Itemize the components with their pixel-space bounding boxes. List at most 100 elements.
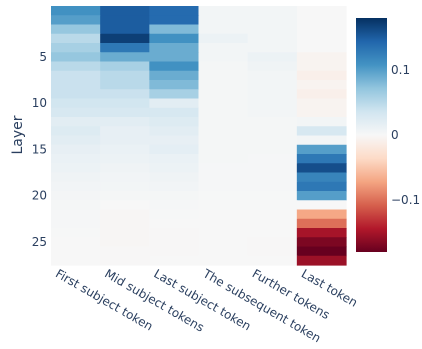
heatmap-cell bbox=[100, 24, 150, 35]
heatmap-cell bbox=[296, 52, 347, 63]
heatmap-cell bbox=[100, 191, 150, 201]
heatmap-cell bbox=[247, 117, 298, 127]
heatmap-cell bbox=[100, 33, 150, 44]
y-tick-label: 10 bbox=[32, 96, 47, 110]
heatmap-cell bbox=[100, 52, 150, 63]
heatmap-cell bbox=[149, 117, 200, 127]
heatmap-cell bbox=[296, 126, 347, 137]
heatmap-cell bbox=[51, 6, 101, 16]
heatmap-cell bbox=[247, 89, 298, 100]
heatmap-cell bbox=[149, 144, 200, 155]
heatmap-cell bbox=[198, 52, 249, 63]
heatmap-cell bbox=[149, 6, 200, 16]
heatmap-cell bbox=[51, 33, 101, 44]
heatmap-cell bbox=[149, 135, 200, 146]
heatmap-cell bbox=[296, 6, 347, 16]
heatmap-cell bbox=[100, 246, 150, 257]
heatmap-cell bbox=[149, 255, 200, 266]
heatmap-cell bbox=[296, 24, 347, 35]
heatmap-cell bbox=[247, 33, 298, 44]
heatmap-cell bbox=[51, 107, 101, 118]
heatmap-cell bbox=[247, 191, 298, 201]
heatmap-cell bbox=[100, 6, 150, 16]
heatmap-cell bbox=[198, 209, 249, 220]
heatmap-cell bbox=[296, 15, 347, 26]
heatmap-cell bbox=[149, 89, 200, 100]
heatmap-cell bbox=[149, 200, 200, 211]
heatmap-cell bbox=[100, 144, 150, 155]
heatmap-cell bbox=[198, 15, 249, 26]
heatmap-cell bbox=[149, 43, 200, 53]
heatmap-cell bbox=[51, 163, 101, 174]
heatmap-cell bbox=[51, 209, 101, 220]
colorbar-ticks: 0.1 0 −0.1 bbox=[391, 63, 420, 207]
y-axis-ticks: 5 10 15 20 25 bbox=[32, 50, 47, 249]
heatmap-cell bbox=[296, 209, 347, 220]
heatmap-cell bbox=[51, 144, 101, 155]
heatmap-cell bbox=[247, 246, 298, 257]
heatmap-cell bbox=[100, 80, 150, 90]
heatmap-cell bbox=[247, 154, 298, 164]
heatmap-cell bbox=[198, 154, 249, 164]
heatmap-cell bbox=[296, 70, 347, 81]
heatmap-cell bbox=[247, 126, 298, 137]
heatmap-cell bbox=[296, 255, 347, 266]
heatmap-cell bbox=[100, 89, 150, 100]
heatmap-cell bbox=[247, 70, 298, 81]
heatmap-cell bbox=[149, 61, 200, 72]
heatmap-cell bbox=[149, 246, 200, 257]
heatmap-cell bbox=[296, 89, 347, 100]
heatmap-cell bbox=[296, 154, 347, 164]
heatmap-cell bbox=[296, 172, 347, 183]
heatmap-cell bbox=[149, 237, 200, 248]
heatmap-cell bbox=[247, 228, 298, 238]
heatmap-cell bbox=[296, 135, 347, 146]
heatmap-cells bbox=[51, 6, 347, 266]
heatmap-cell bbox=[51, 191, 101, 201]
y-tick-label: 15 bbox=[32, 142, 47, 156]
heatmap-cell bbox=[296, 98, 347, 109]
heatmap-cell bbox=[198, 218, 249, 229]
heatmap-cell bbox=[247, 144, 298, 155]
heatmap-cell bbox=[149, 163, 200, 174]
heatmap-cell bbox=[149, 98, 200, 109]
heatmap-cell bbox=[247, 52, 298, 63]
colorbar-tick-label: 0.1 bbox=[391, 63, 410, 77]
heatmap-cell bbox=[247, 172, 298, 183]
heatmap-cell bbox=[149, 33, 200, 44]
heatmap-cell bbox=[149, 70, 200, 81]
colorbar-tick-label: 0 bbox=[391, 128, 399, 142]
heatmap-cell bbox=[100, 218, 150, 229]
heatmap-cell bbox=[247, 181, 298, 192]
heatmap-cell bbox=[247, 163, 298, 174]
heatmap-cell bbox=[247, 61, 298, 72]
heatmap-cell bbox=[100, 15, 150, 26]
heatmap-cell bbox=[100, 200, 150, 211]
heatmap-cell bbox=[247, 24, 298, 35]
heatmap-cell bbox=[51, 117, 101, 127]
colorbar-gradient bbox=[356, 18, 387, 252]
y-tick-label: 25 bbox=[32, 235, 47, 249]
heatmap-cell bbox=[198, 255, 249, 266]
heatmap-cell bbox=[51, 228, 101, 238]
heatmap-cell bbox=[198, 246, 249, 257]
heatmap-cell bbox=[296, 61, 347, 72]
heatmap-cell bbox=[149, 228, 200, 238]
heatmap-cell bbox=[198, 107, 249, 118]
heatmap-cell bbox=[198, 6, 249, 16]
heatmap-cell bbox=[296, 117, 347, 127]
heatmap-cell bbox=[198, 228, 249, 238]
heatmap-cell bbox=[296, 237, 347, 248]
heatmap-cell bbox=[51, 43, 101, 53]
heatmap-cell bbox=[100, 172, 150, 183]
heatmap-cell bbox=[296, 107, 347, 118]
heatmap-cell bbox=[51, 255, 101, 266]
heatmap-cell bbox=[198, 181, 249, 192]
heatmap-cell bbox=[149, 15, 200, 26]
heatmap-cell bbox=[100, 70, 150, 81]
heatmap-cell bbox=[100, 61, 150, 72]
heatmap-cell bbox=[296, 218, 347, 229]
heatmap-cell bbox=[296, 33, 347, 44]
heatmap-cell bbox=[149, 218, 200, 229]
heatmap-cell bbox=[247, 200, 298, 211]
